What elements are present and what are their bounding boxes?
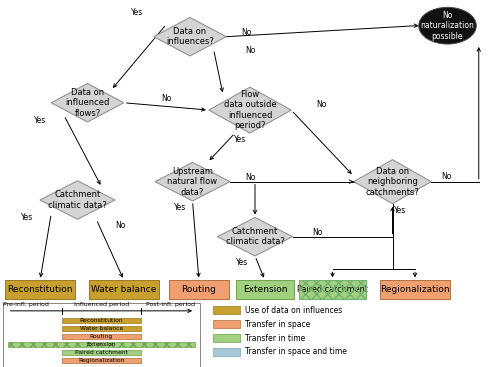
Text: Catchment
climatic data?: Catchment climatic data? <box>226 227 284 246</box>
Polygon shape <box>209 87 291 133</box>
FancyBboxPatch shape <box>212 348 240 356</box>
Text: Water balance: Water balance <box>92 286 156 294</box>
Text: Regionalization: Regionalization <box>78 358 124 363</box>
Text: Yes: Yes <box>236 258 248 267</box>
Text: Extension: Extension <box>243 286 287 294</box>
Text: Use of data on influences: Use of data on influences <box>245 306 342 315</box>
FancyBboxPatch shape <box>212 320 240 328</box>
FancyBboxPatch shape <box>5 280 75 299</box>
Text: Yes: Yes <box>174 203 186 212</box>
Ellipse shape <box>419 7 476 44</box>
Text: Yes: Yes <box>132 8 143 17</box>
Text: Regionalization: Regionalization <box>380 286 450 294</box>
Text: Upstream
natural flow
data?: Upstream natural flow data? <box>168 167 218 197</box>
Text: No: No <box>241 28 252 37</box>
Text: Yes: Yes <box>22 213 34 222</box>
Polygon shape <box>155 162 230 201</box>
Text: Data on
neighboring
catchments?: Data on neighboring catchments? <box>366 167 420 197</box>
Text: Data on
influenced
flows?: Data on influenced flows? <box>66 88 110 118</box>
Text: Routing: Routing <box>90 334 113 339</box>
Text: Catchment
climatic data?: Catchment climatic data? <box>48 190 107 210</box>
Text: Yes: Yes <box>234 135 246 144</box>
Text: Influenced period: Influenced period <box>74 302 129 307</box>
Polygon shape <box>154 18 226 56</box>
Text: Paired catchment: Paired catchment <box>75 350 128 355</box>
Text: No: No <box>312 228 322 237</box>
Text: Yes: Yes <box>394 206 406 215</box>
FancyBboxPatch shape <box>299 280 366 299</box>
Text: No: No <box>245 46 255 55</box>
Text: Transfer in time: Transfer in time <box>245 334 305 342</box>
FancyBboxPatch shape <box>62 318 141 323</box>
Text: No: No <box>441 172 452 181</box>
Text: Paired catchment: Paired catchment <box>297 286 368 294</box>
Text: Pre-infl. period: Pre-infl. period <box>4 302 49 307</box>
Text: Extension: Extension <box>86 342 116 347</box>
FancyBboxPatch shape <box>169 280 229 299</box>
FancyBboxPatch shape <box>62 350 141 355</box>
Text: Routing: Routing <box>182 286 216 294</box>
Text: Flow
data outside
influenced
period?: Flow data outside influenced period? <box>224 90 276 130</box>
Text: Yes: Yes <box>34 116 46 125</box>
Text: No: No <box>161 94 172 103</box>
Text: No: No <box>245 173 255 182</box>
Text: Reconstitution: Reconstitution <box>7 286 73 294</box>
Text: Data on
influences?: Data on influences? <box>166 27 214 46</box>
Polygon shape <box>354 160 431 204</box>
Text: Reconstitution: Reconstitution <box>80 318 123 323</box>
Text: Transfer in space: Transfer in space <box>245 320 310 328</box>
Text: No: No <box>115 221 125 230</box>
Text: No: No <box>316 100 326 109</box>
FancyBboxPatch shape <box>8 342 195 347</box>
FancyBboxPatch shape <box>212 306 240 314</box>
Polygon shape <box>218 217 292 256</box>
Text: Transfer in space and time: Transfer in space and time <box>245 348 347 356</box>
FancyBboxPatch shape <box>236 280 294 299</box>
FancyBboxPatch shape <box>212 334 240 342</box>
FancyBboxPatch shape <box>62 334 141 339</box>
Text: No
naturalization
possible: No naturalization possible <box>420 11 474 41</box>
FancyBboxPatch shape <box>62 358 141 363</box>
Text: Water balance: Water balance <box>80 326 123 331</box>
FancyBboxPatch shape <box>62 326 141 331</box>
Polygon shape <box>52 84 124 122</box>
FancyBboxPatch shape <box>380 280 450 299</box>
Text: Post-infl. period: Post-infl. period <box>146 302 195 307</box>
Polygon shape <box>40 181 115 219</box>
FancyBboxPatch shape <box>2 303 200 367</box>
FancyBboxPatch shape <box>89 280 159 299</box>
